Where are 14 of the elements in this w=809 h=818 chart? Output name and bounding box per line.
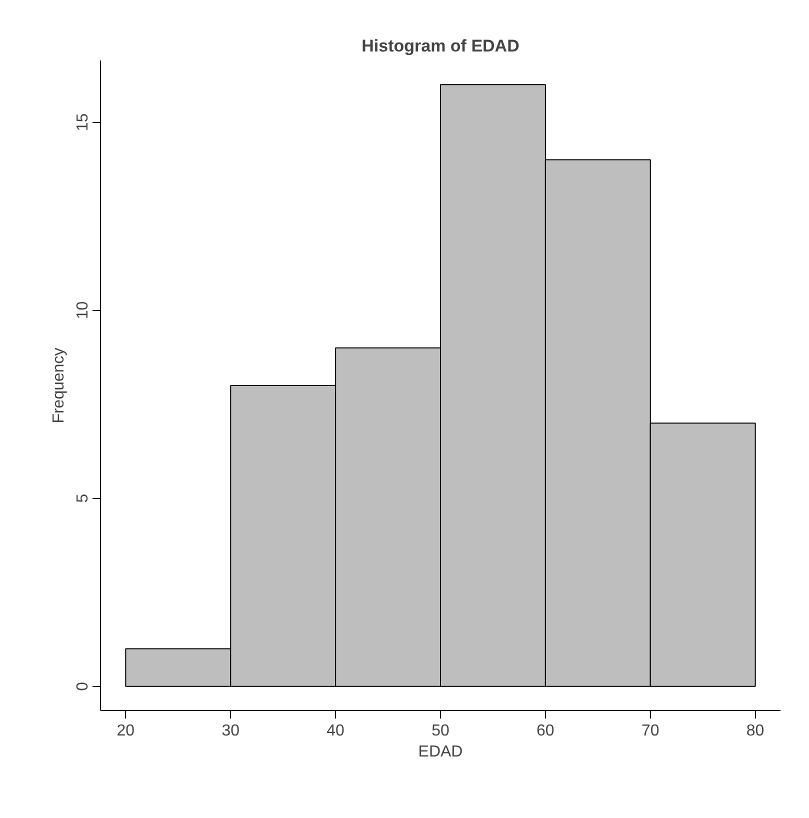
y-tick-label: 0 xyxy=(74,682,92,691)
x-tick-label: 60 xyxy=(536,722,554,740)
chart-title: Histogram of EDAD xyxy=(362,36,520,56)
x-tick-label: 80 xyxy=(746,722,764,740)
x-tick-label: 40 xyxy=(326,722,345,740)
y-axis-title: Frequency xyxy=(50,348,68,424)
y-tick-label: 10 xyxy=(74,301,92,320)
x-tick-label: 50 xyxy=(432,722,450,740)
x-tick-label: 70 xyxy=(641,722,660,740)
x-tick-label: 20 xyxy=(116,722,135,740)
y-tick-label: 15 xyxy=(74,113,92,132)
x-tick-label: 30 xyxy=(222,722,240,740)
y-tick-label: 5 xyxy=(74,494,92,503)
x-axis-title: EDAD xyxy=(418,744,463,760)
